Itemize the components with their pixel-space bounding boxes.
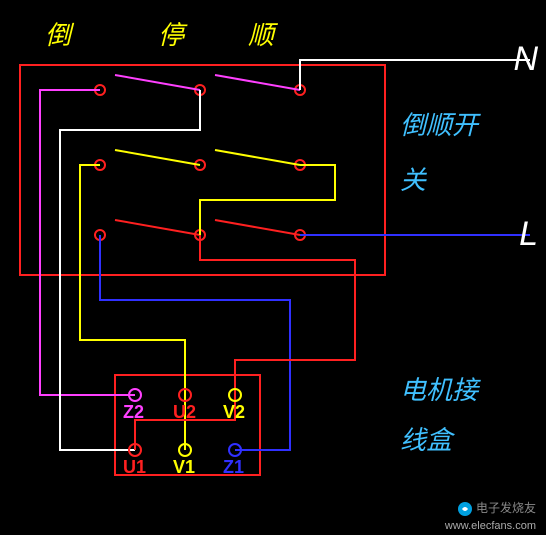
label-reverse: 倒 (45, 15, 71, 52)
text-u2: U2 (173, 402, 196, 423)
label-switch-2: 关 (400, 160, 426, 197)
label-switch-1: 倒顺开 (400, 105, 478, 142)
label-motor-2: 线盒 (400, 420, 452, 457)
watermark-brand: 电子发烧友 (457, 499, 536, 517)
wiring-diagram (0, 0, 546, 535)
wire-red-1 (200, 235, 355, 395)
text-v1: V1 (173, 457, 195, 478)
wire-magenta (40, 90, 135, 395)
text-z1: Z1 (223, 457, 244, 478)
wire-yellow-2 (200, 165, 335, 235)
switch-row-2 (95, 150, 305, 170)
text-u1: U1 (123, 457, 146, 478)
label-stop: 停 (158, 15, 184, 52)
label-l: L (519, 215, 538, 254)
label-n: N (513, 40, 538, 79)
text-v2: V2 (223, 402, 245, 423)
watermark-url: www.elecfans.com (445, 520, 536, 532)
wire-yellow-1 (80, 165, 185, 395)
label-motor-1: 电机接 (400, 370, 478, 407)
text-z2: Z2 (123, 402, 144, 423)
label-forward: 顺 (248, 15, 274, 52)
